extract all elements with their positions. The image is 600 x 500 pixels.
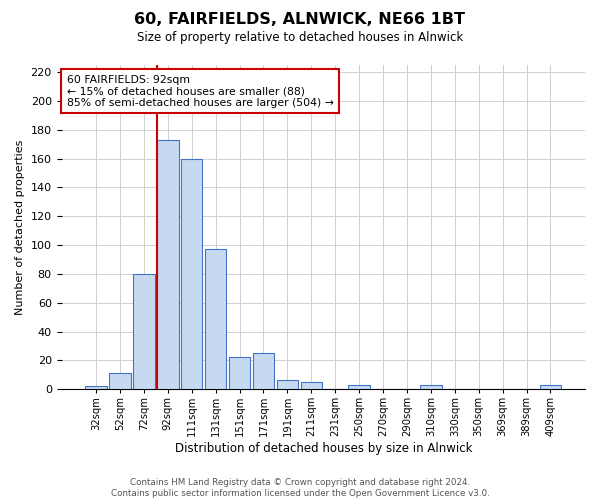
Bar — [109, 374, 131, 389]
Bar — [85, 386, 107, 389]
Bar — [181, 158, 202, 389]
Text: Size of property relative to detached houses in Alnwick: Size of property relative to detached ho… — [137, 32, 463, 44]
Bar — [539, 385, 561, 389]
Text: 60, FAIRFIELDS, ALNWICK, NE66 1BT: 60, FAIRFIELDS, ALNWICK, NE66 1BT — [134, 12, 466, 28]
Text: 60 FAIRFIELDS: 92sqm
← 15% of detached houses are smaller (88)
85% of semi-detac: 60 FAIRFIELDS: 92sqm ← 15% of detached h… — [67, 74, 334, 108]
Bar — [349, 385, 370, 389]
Y-axis label: Number of detached properties: Number of detached properties — [15, 140, 25, 315]
Bar — [229, 358, 250, 389]
Text: Contains HM Land Registry data © Crown copyright and database right 2024.
Contai: Contains HM Land Registry data © Crown c… — [110, 478, 490, 498]
Bar — [420, 385, 442, 389]
X-axis label: Distribution of detached houses by size in Alnwick: Distribution of detached houses by size … — [175, 442, 472, 455]
Bar — [301, 382, 322, 389]
Bar — [205, 250, 226, 389]
Bar — [253, 353, 274, 389]
Bar — [277, 380, 298, 389]
Bar — [157, 140, 179, 389]
Bar — [133, 274, 155, 389]
